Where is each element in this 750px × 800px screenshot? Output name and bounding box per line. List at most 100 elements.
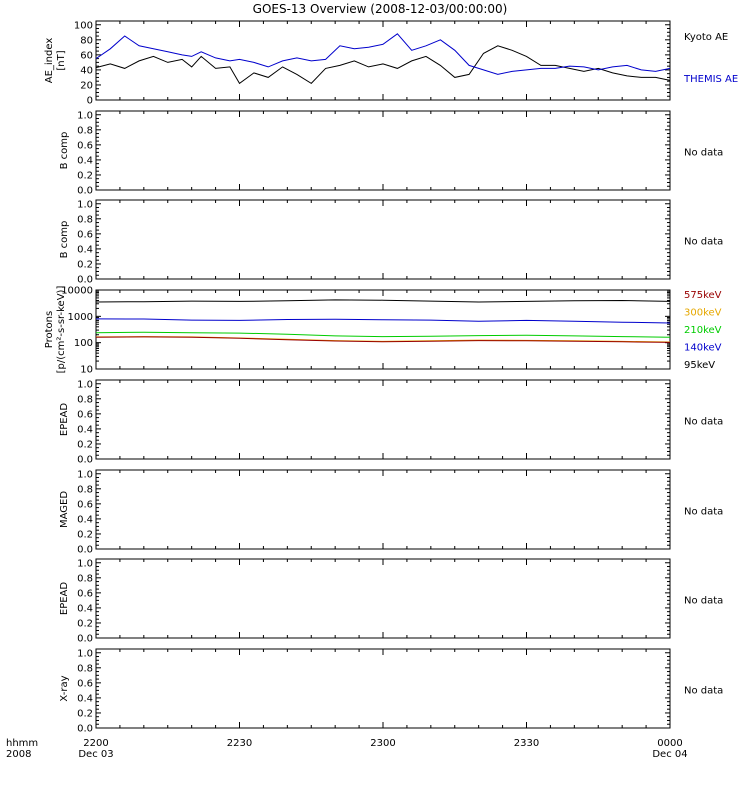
y-tick-label: 0.4	[77, 155, 93, 166]
y-tick-label: 0.4	[77, 514, 93, 525]
y-axis-label: [p/(cm²-s-sr-keV)]	[56, 286, 67, 374]
y-tick-label: 1.0	[77, 199, 93, 210]
series-line-140kev	[95, 318, 671, 324]
x-tick-label: 2300	[370, 738, 395, 749]
panel-epead2: 0.0 0.2 0.4 0.6 0.8 1.0 EPEAD No data	[59, 558, 723, 644]
y-tick-label: 0.2	[77, 529, 93, 540]
y-tick-label: 0.8	[77, 663, 93, 674]
legend-575kev: 575keV	[684, 290, 722, 301]
y-tick-label: 0.2	[77, 439, 93, 450]
legend-140kev: 140keV	[684, 343, 722, 354]
y-axis-label: AE_index	[44, 38, 55, 84]
y-tick-label: 0.2	[77, 170, 93, 181]
y-axis-label: EPEAD	[59, 582, 70, 616]
series-line-210kev	[95, 331, 671, 338]
no-data-label: No data	[684, 686, 723, 697]
y-tick-label: 0.8	[77, 573, 93, 584]
y-axis-label: B comp	[59, 221, 70, 259]
y-tick-label: 0.8	[77, 484, 93, 495]
legend-95kev: 95keV	[684, 360, 715, 371]
y-tick-label: 0.6	[77, 678, 93, 689]
y-tick-label: 20	[80, 80, 93, 91]
no-data-label: No data	[684, 417, 723, 428]
y-tick-label: 0	[87, 96, 93, 107]
no-data-label: No data	[684, 507, 723, 518]
panel-frame	[95, 469, 671, 550]
panel-xray: 0.0 0.2 0.4 0.6 0.8 1.0 X-ray No data	[59, 648, 723, 734]
y-tick-label: 0.8	[77, 125, 93, 136]
y-tick-label: 1000	[68, 312, 93, 323]
panel-ae: 0 20 40 60 80 100 AE_index [nT] Kyoto AE THEMIS A…	[44, 20, 738, 106]
y-tick-label: 0.0	[77, 634, 93, 645]
panel-maged: 0.0 0.2 0.4 0.6 0.8 1.0 MAGED No data	[59, 469, 723, 555]
no-data-label: No data	[684, 237, 723, 248]
panel-frame	[95, 199, 671, 280]
panel-bcomp2: 0.0 0.2 0.4 0.6 0.8 1.0 B comp No data	[59, 199, 723, 285]
panel-bcomp1: 0.0 0.2 0.4 0.6 0.8 1.0 B comp No data	[59, 110, 723, 196]
y-tick-label: 100	[74, 20, 93, 31]
y-tick-label: 0.4	[77, 603, 93, 614]
y-tick-label: 0.2	[77, 259, 93, 270]
legend-300kev: 300keV	[684, 308, 722, 319]
y-tick-label: 80	[80, 35, 93, 46]
panel-frame	[95, 20, 671, 101]
panel-frame	[95, 110, 671, 191]
y-axis-label: MAGED	[59, 491, 70, 528]
y-tick-label: 0.8	[77, 214, 93, 225]
no-data-label: No data	[684, 148, 723, 159]
panel-frame	[95, 379, 671, 460]
y-tick-label: 1.0	[77, 558, 93, 569]
legend-themis-ae: THEMIS AE	[683, 74, 738, 85]
y-axis-label: X-ray	[59, 675, 70, 701]
series-line-kyoto-ae	[95, 45, 671, 85]
y-tick-label: 0.2	[77, 708, 93, 719]
x-tick-date-label: Dec 04	[652, 749, 687, 760]
legend-210kev: 210keV	[684, 325, 722, 336]
y-tick-label: 1.0	[77, 648, 93, 659]
series-line-575kev	[95, 336, 671, 343]
panel-frame	[95, 648, 671, 729]
x-tick-label: 2200	[83, 738, 108, 749]
y-tick-label: 0.4	[77, 244, 93, 255]
x-tick-label: 2230	[227, 738, 252, 749]
panel-epead1: 0.0 0.2 0.4 0.6 0.8 1.0 EPEAD No data	[59, 379, 723, 465]
x-tick-date-label: Dec 03	[78, 749, 113, 760]
y-tick-label: 1.0	[77, 469, 93, 480]
y-tick-label: 0.4	[77, 424, 93, 435]
y-axis-label: Protons	[44, 311, 55, 348]
y-tick-label: 0.8	[77, 394, 93, 405]
x-tick-label: 0000	[657, 738, 682, 749]
y-tick-label: 0.0	[77, 455, 93, 466]
legend-kyoto-ae: Kyoto AE	[684, 32, 728, 43]
y-tick-label: 40	[80, 65, 93, 76]
y-tick-label: 0.6	[77, 140, 93, 151]
series-line-themis-ae	[95, 33, 671, 75]
y-tick-label: 1.0	[77, 379, 93, 390]
y-axis-label: B comp	[59, 132, 70, 170]
x-tick-label: 2330	[514, 738, 539, 749]
y-tick-label: 0.6	[77, 409, 93, 420]
x-axis-year-label: 2008	[6, 749, 31, 760]
panel-frame	[95, 289, 671, 370]
y-tick-label: 10000	[61, 286, 93, 297]
y-tick-label: 0.6	[77, 499, 93, 510]
y-tick-label: 0.0	[77, 724, 93, 735]
y-tick-label: 0.0	[77, 275, 93, 286]
y-tick-label: 0.2	[77, 618, 93, 629]
y-tick-label: 1.0	[77, 110, 93, 121]
y-tick-label: 0.6	[77, 588, 93, 599]
y-tick-label: 0.0	[77, 545, 93, 556]
y-axis-label: [nT]	[56, 50, 67, 70]
series-line-95kev	[95, 299, 671, 303]
y-tick-label: 60	[80, 50, 93, 61]
y-tick-label: 0.0	[77, 186, 93, 197]
x-axis-format-label: hhmm	[6, 738, 38, 749]
panels-group: 0 20 40 60 80 100 AE_index [nT] Kyoto AE THEMIS A…	[44, 20, 738, 734]
y-tick-label: 100	[74, 338, 93, 349]
y-tick-label: 0.4	[77, 693, 93, 704]
y-tick-label: 10	[80, 365, 93, 376]
panel-frame	[95, 558, 671, 639]
y-axis-label: EPEAD	[59, 403, 70, 437]
y-tick-label: 0.6	[77, 229, 93, 240]
